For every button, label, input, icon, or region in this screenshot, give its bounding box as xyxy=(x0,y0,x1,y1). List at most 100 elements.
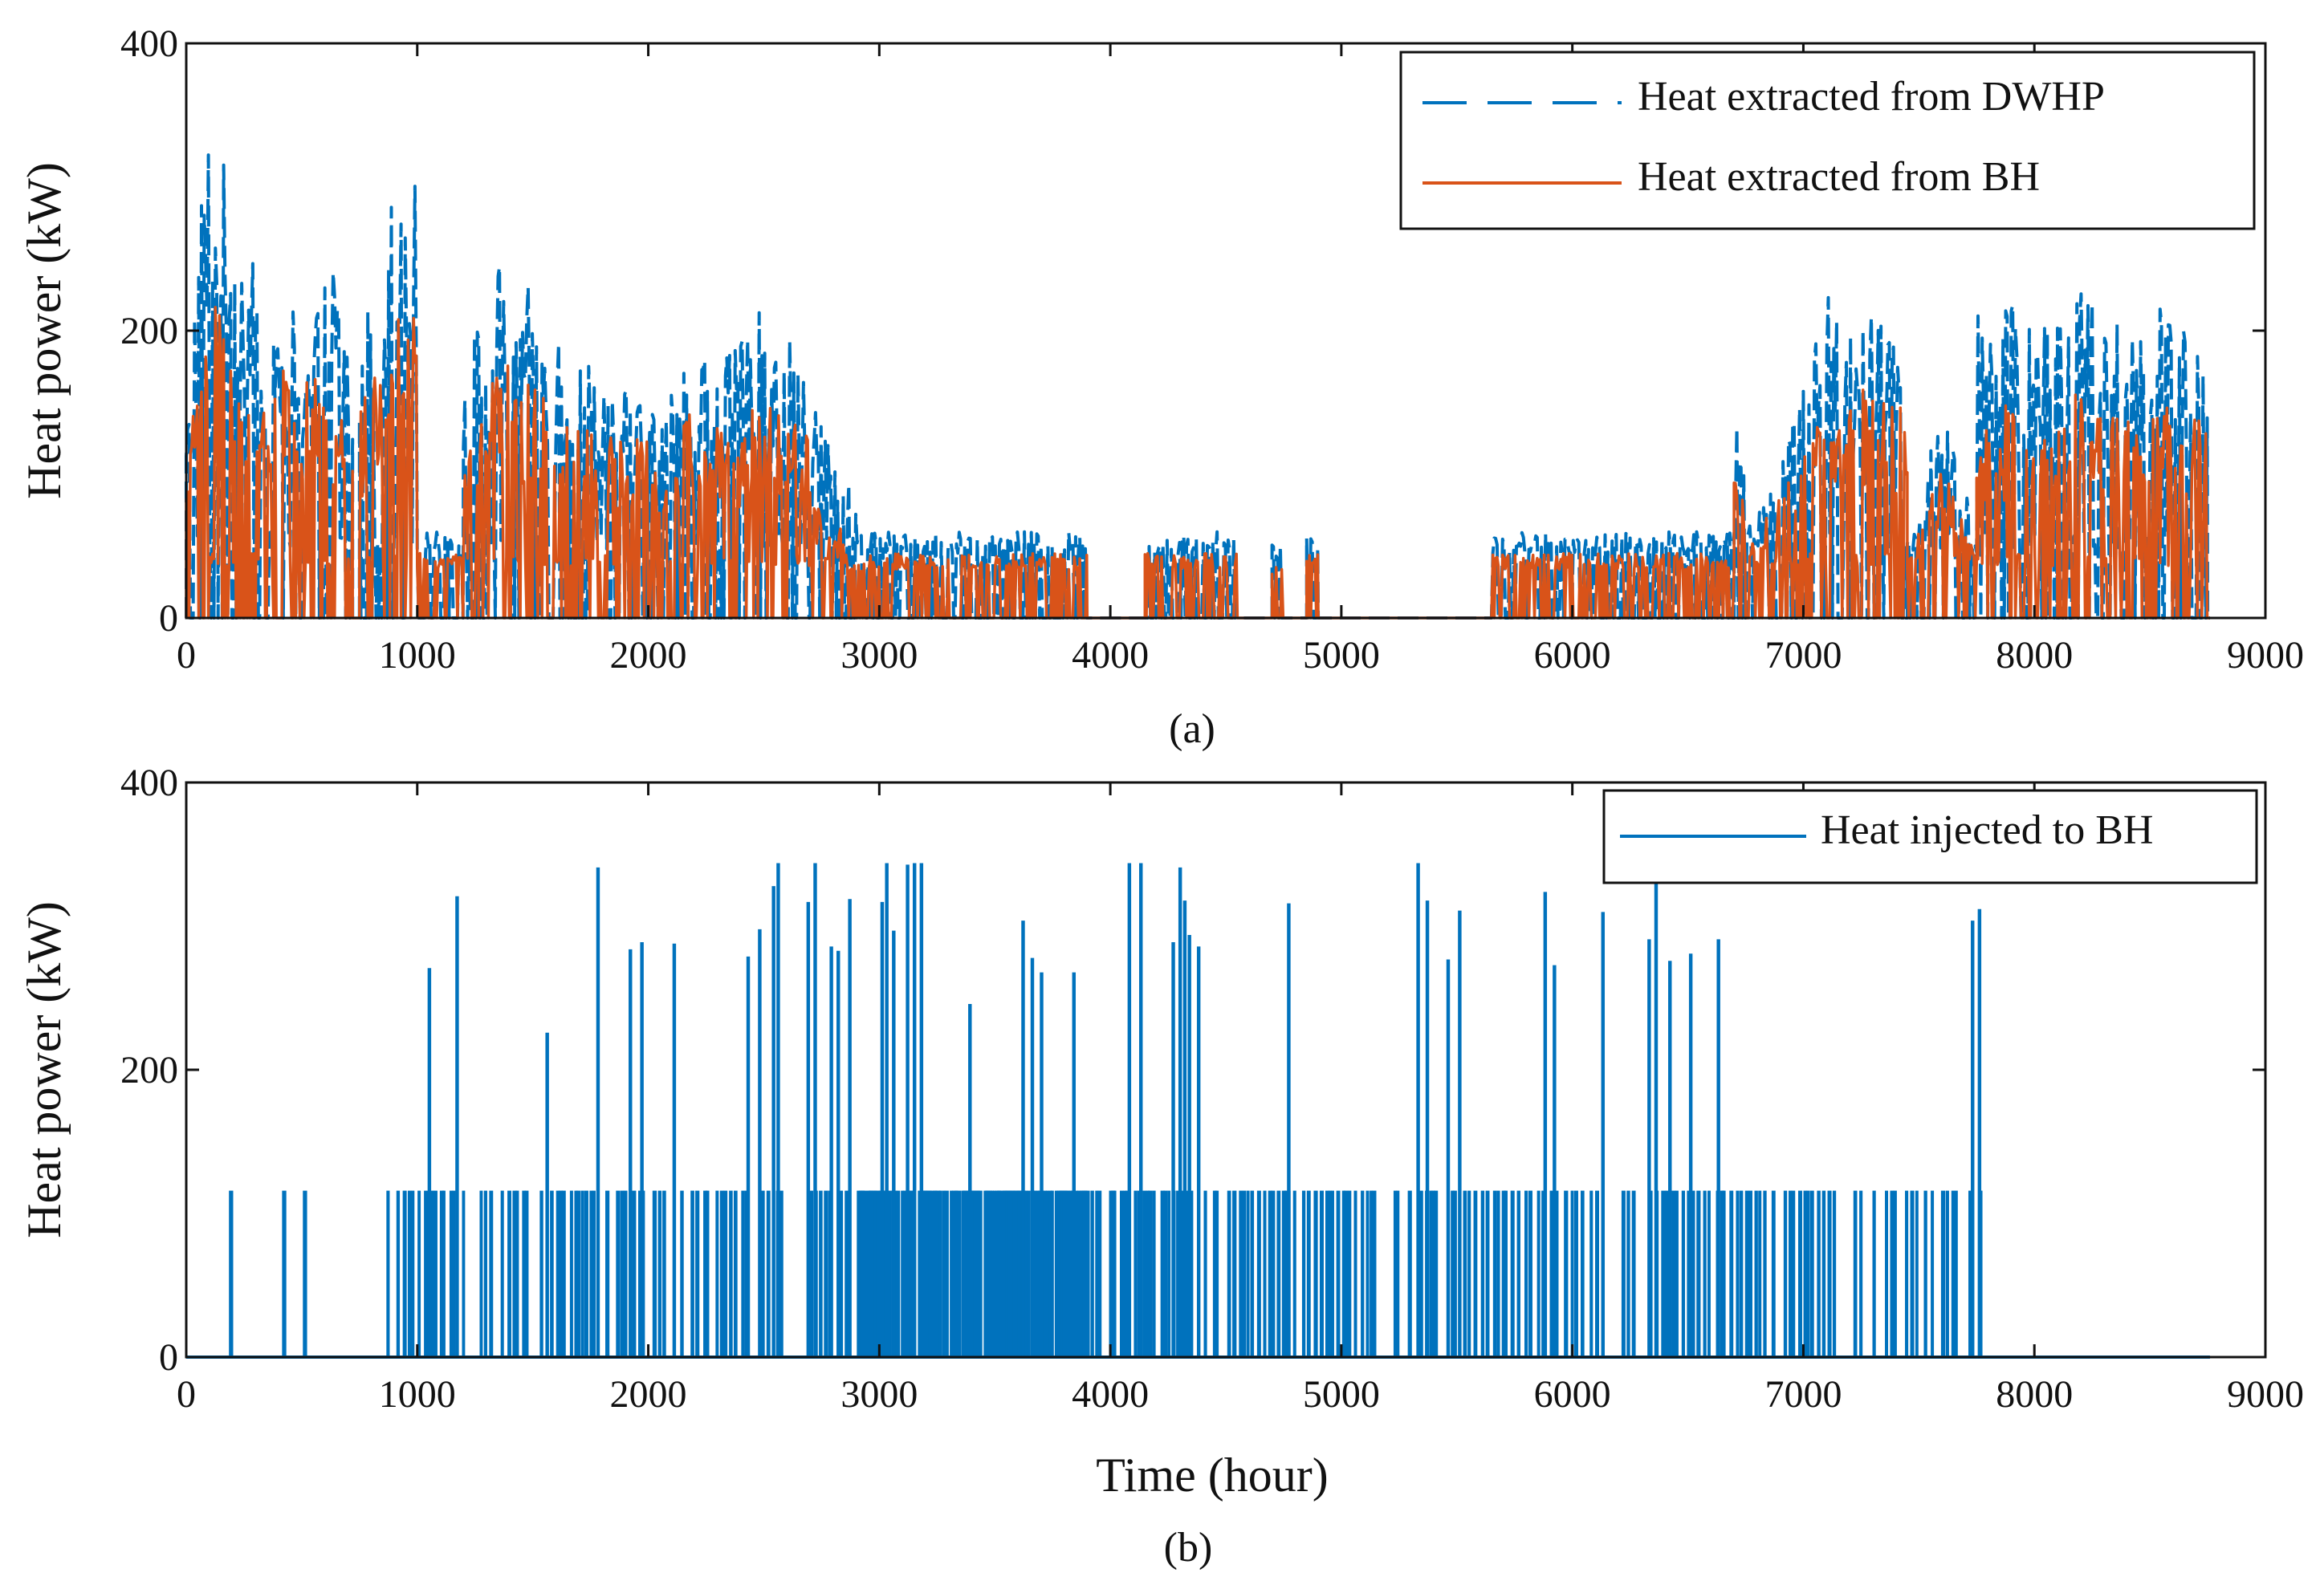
injection-pulse xyxy=(861,1190,865,1357)
injection-pulse xyxy=(596,867,600,1357)
injection-pulse xyxy=(1665,1190,1669,1357)
injection-pulse xyxy=(558,1190,564,1357)
injection-pulse xyxy=(1024,1190,1028,1357)
injection-pulse xyxy=(746,956,751,1357)
injection-pulse xyxy=(1647,939,1651,1357)
injection-pulse xyxy=(455,896,459,1357)
panel-b-caption: (b) xyxy=(1164,1525,1213,1571)
injection-pulse xyxy=(515,1190,519,1357)
injection-pulse xyxy=(662,1190,666,1357)
injection-pulse xyxy=(1791,1190,1796,1357)
y-tick-label: 0 xyxy=(159,1336,178,1379)
injection-pulse xyxy=(901,1190,905,1357)
injection-pulse xyxy=(729,1190,733,1357)
injection-pulse xyxy=(1570,1190,1574,1357)
injection-pulse xyxy=(1407,1190,1412,1357)
injection-pulse xyxy=(988,1190,992,1357)
injection-pulse xyxy=(1923,1190,1927,1357)
injection-pulse xyxy=(1945,1190,1949,1357)
injection-pulse xyxy=(1287,903,1291,1357)
injection-pulse xyxy=(779,1190,783,1357)
injection-pulse xyxy=(864,1190,868,1357)
injection-pulse xyxy=(1931,1190,1935,1357)
injection-pulse xyxy=(1119,1190,1124,1357)
injection-pulse xyxy=(1077,1190,1081,1357)
injection-pulse xyxy=(407,1190,412,1357)
series-line-bh-extracted xyxy=(185,306,2210,620)
injection-pulse xyxy=(950,1190,954,1357)
injection-pulse xyxy=(1853,1190,1858,1357)
injection-pulse xyxy=(906,864,910,1357)
x-tick-label: 4000 xyxy=(1072,1373,1149,1416)
x-tick-label: 2000 xyxy=(610,1373,687,1416)
injection-pulse xyxy=(1696,1190,1701,1357)
panel-a-y-axis-title: Heat power (kW) xyxy=(18,162,71,499)
injection-pulse xyxy=(848,899,852,1357)
injection-pulse xyxy=(1276,1190,1281,1357)
injection-pulse xyxy=(1654,881,1659,1357)
injection-pulse xyxy=(1915,1190,1919,1357)
series-bh-injected xyxy=(186,863,2210,1359)
injection-pulse xyxy=(690,1190,694,1357)
injection-pulse xyxy=(303,1190,307,1357)
injection-pulse xyxy=(1353,1190,1357,1357)
injection-pulse xyxy=(1292,1190,1296,1357)
injection-pulse xyxy=(1890,1190,1895,1357)
panel-b-y-axis-title: Heat power (kW) xyxy=(18,901,71,1238)
x-tick-label: 5000 xyxy=(1303,1373,1380,1416)
injection-pulse xyxy=(733,1190,738,1357)
injection-pulse xyxy=(1504,1190,1508,1357)
x-tick-label: 6000 xyxy=(1534,1373,1611,1416)
injection-pulse xyxy=(1178,867,1182,1357)
injection-pulse xyxy=(1463,1190,1467,1357)
injection-pulse xyxy=(1065,1190,1070,1357)
injection-pulse xyxy=(723,1190,728,1357)
injection-pulse xyxy=(829,946,833,1357)
injection-pulse xyxy=(524,1190,529,1357)
injection-pulse xyxy=(1139,863,1143,1357)
injection-pulse xyxy=(229,1190,234,1357)
x-tick-label: 6000 xyxy=(1534,634,1611,677)
injection-pulse xyxy=(909,1190,913,1357)
injection-pulse xyxy=(652,1190,657,1357)
injection-pulse xyxy=(951,1190,956,1357)
injection-pulse xyxy=(1739,1190,1744,1357)
injection-pulse xyxy=(958,1190,962,1357)
x-tick-label: 9000 xyxy=(2227,1373,2304,1416)
injection-pulse xyxy=(623,1190,628,1357)
injection-pulse xyxy=(1707,1190,1711,1357)
injection-pulse xyxy=(620,1190,625,1357)
injection-pulse xyxy=(919,863,924,1357)
injection-pulse xyxy=(1040,972,1044,1357)
injection-pulse xyxy=(1246,1190,1250,1357)
injection-pulse xyxy=(944,1190,949,1357)
injection-pulse xyxy=(1203,1190,1207,1357)
injection-pulse xyxy=(1510,1190,1515,1357)
injection-pulse xyxy=(771,886,775,1357)
injection-pulse xyxy=(880,901,885,1357)
injection-pulse xyxy=(1301,1190,1306,1357)
injection-pulse xyxy=(1372,1190,1377,1357)
panel-a-chart: 0 1000 2000 3000 4000 5000 6000 7000 8000 9000 0 20… xyxy=(18,22,2304,752)
injection-pulse xyxy=(976,1190,980,1357)
injection-pulse xyxy=(913,863,917,1357)
y-tick-label: 400 xyxy=(120,762,178,804)
injection-pulse xyxy=(462,1190,466,1357)
injection-pulse xyxy=(396,1190,401,1357)
injection-pulse xyxy=(1971,921,1975,1357)
injection-pulse xyxy=(1688,953,1693,1357)
injection-pulse xyxy=(695,1190,700,1357)
injection-pulse xyxy=(1084,1190,1088,1357)
injection-pulse xyxy=(1163,1190,1168,1357)
injection-pulse xyxy=(402,1190,407,1357)
injection-pulse xyxy=(1553,965,1557,1357)
injection-pulse xyxy=(1086,1190,1090,1357)
injection-pulse xyxy=(1243,1190,1247,1357)
injection-pulse xyxy=(1564,1190,1569,1357)
injection-pulse xyxy=(1480,1190,1485,1357)
injection-pulse xyxy=(589,1190,593,1357)
y-tick-label: 0 xyxy=(159,597,178,640)
injection-pulse xyxy=(885,863,889,1357)
panel-b-chart: 0 1000 2000 3000 4000 5000 6000 7000 8000 9000 0 20… xyxy=(18,762,2304,1571)
injection-pulse xyxy=(1859,1190,1863,1357)
